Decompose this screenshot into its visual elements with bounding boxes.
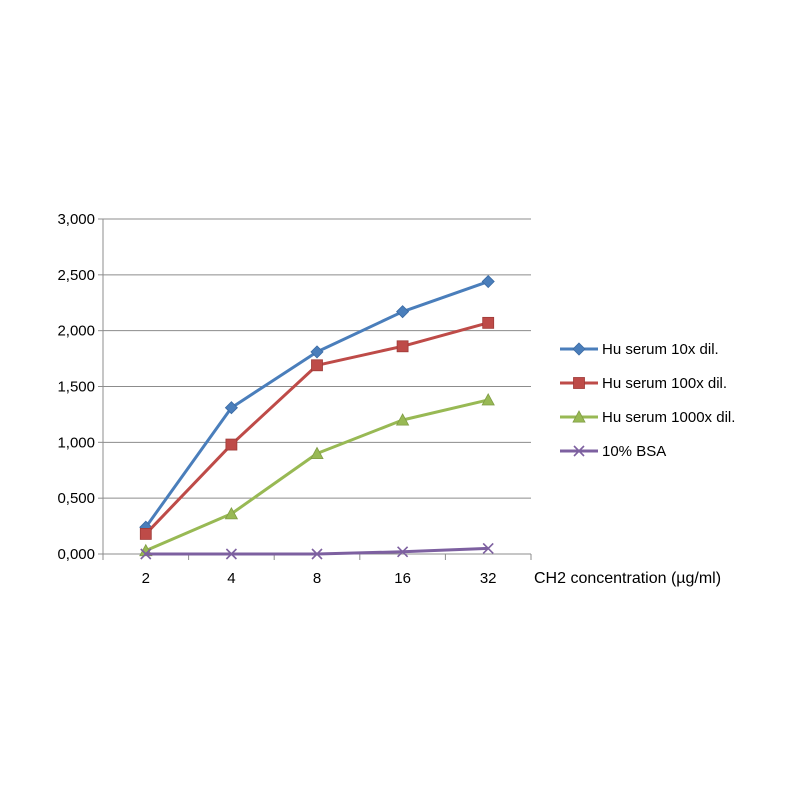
data-point xyxy=(225,438,238,451)
data-point xyxy=(140,548,152,560)
data-point xyxy=(310,345,324,359)
data-point xyxy=(139,528,152,540)
legend-item: 10% BSA xyxy=(560,443,666,460)
x-tick-label: 4 xyxy=(227,570,235,587)
data-point xyxy=(225,548,237,560)
x-tick-label: 8 xyxy=(313,570,321,587)
y-tick-label: 1,500 xyxy=(57,379,95,396)
x-tick-label: 2 xyxy=(142,570,150,587)
data-point xyxy=(395,413,410,426)
gridlines xyxy=(103,218,531,499)
data-point xyxy=(396,340,409,353)
series-hu-serum-1000x-dil- xyxy=(139,393,495,557)
y-tick-label: 3,000 xyxy=(57,211,95,228)
series-hu-serum-100x-dil- xyxy=(139,316,495,540)
data-point xyxy=(481,274,495,289)
data-point xyxy=(482,316,495,329)
series-10-bsa xyxy=(140,542,494,560)
data-point xyxy=(224,506,239,520)
data-point xyxy=(311,359,323,372)
y-tick-label: 2,500 xyxy=(57,267,95,284)
legend-marker xyxy=(572,410,586,423)
y-tick-label: 1,000 xyxy=(57,434,95,451)
legend-label: Hu serum 100x dil. xyxy=(602,375,727,392)
legend-item: Hu serum 1000x dil. xyxy=(560,409,735,426)
legend: Hu serum 10x dil. Hu serum 100x dil. Hu se… xyxy=(560,341,735,460)
x-tick-labels: 2 4 8 16 32 xyxy=(142,570,497,587)
legend-label: Hu serum 10x dil. xyxy=(602,341,719,358)
legend-marker xyxy=(573,445,585,457)
y-tick-label: 2,000 xyxy=(57,323,95,340)
data-point xyxy=(310,446,324,460)
data-point xyxy=(311,548,323,560)
x-tick-label: 32 xyxy=(480,570,497,587)
series-lines xyxy=(139,274,495,560)
legend-label: Hu serum 1000x dil. xyxy=(602,409,735,426)
y-tick-label: 0,000 xyxy=(57,546,95,563)
y-tick-labels: 0,000 0,500 1,000 1,500 2,000 2,500 3,000 xyxy=(57,211,95,563)
series-line xyxy=(145,398,489,553)
data-point xyxy=(397,546,409,558)
legend-item: Hu serum 10x dil. xyxy=(560,341,719,358)
y-tick-label: 0,500 xyxy=(57,490,95,507)
legend-marker xyxy=(572,342,586,356)
legend-item: Hu serum 100x dil. xyxy=(560,375,727,392)
x-axis-title: CH2 concentration (µg/ml) xyxy=(534,570,721,587)
data-point xyxy=(481,393,495,406)
series-line xyxy=(144,280,489,529)
legend-marker xyxy=(573,377,585,389)
data-point xyxy=(396,305,410,319)
data-point xyxy=(482,542,494,554)
x-tick-label: 16 xyxy=(394,570,411,587)
data-point xyxy=(224,401,238,415)
series-hu-serum-10x-dil- xyxy=(139,274,495,534)
legend-label: 10% BSA xyxy=(602,443,666,460)
axes xyxy=(98,218,532,560)
